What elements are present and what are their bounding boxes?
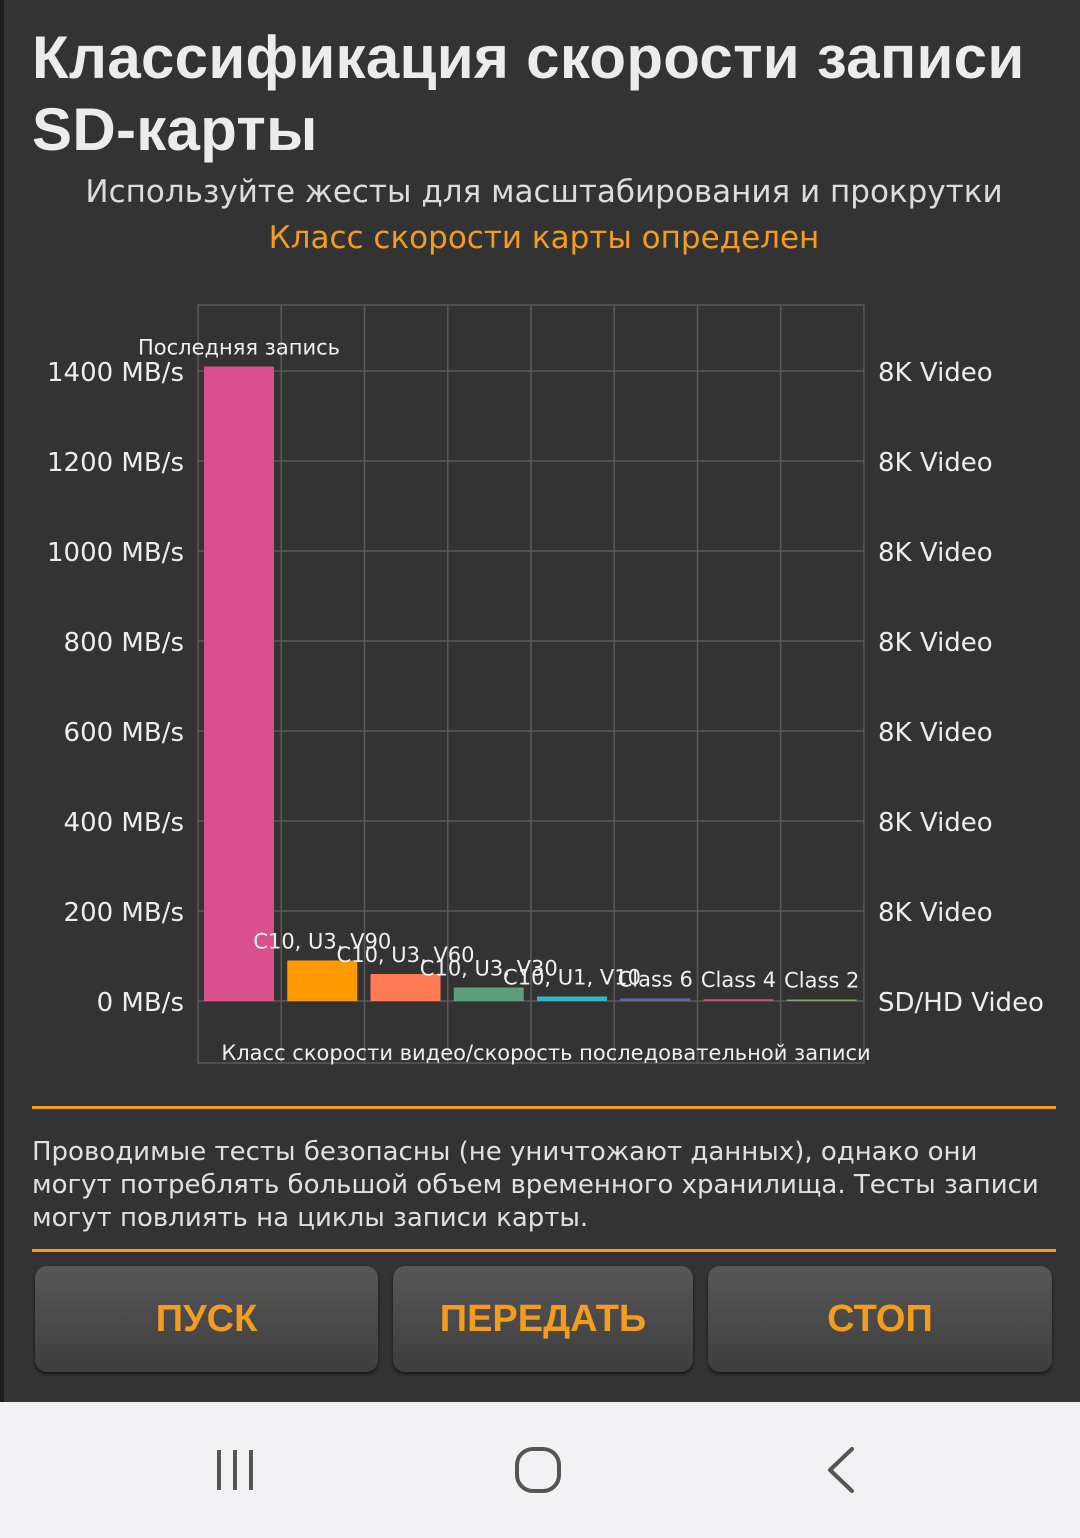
back-button[interactable] (786, 1402, 896, 1538)
home-icon (515, 1447, 561, 1493)
recent-apps-icon (217, 1450, 253, 1490)
bar (786, 999, 857, 1001)
bar-label: Class 4 (701, 968, 776, 992)
back-icon (828, 1447, 854, 1493)
right-tick-label: 8K Video (878, 898, 993, 928)
bar-label: Последняя запись (138, 336, 340, 360)
bar (204, 366, 274, 1001)
page-title: Классификация скорости записи SD-карты (32, 24, 1025, 163)
gesture-hint: Используйте жесты для масштабирования и … (85, 174, 1003, 210)
right-tick-label: 8K Video (878, 538, 993, 568)
bar (453, 987, 524, 1001)
right-tick-label: 8K Video (878, 718, 993, 748)
right-tick-label: 8K Video (878, 628, 993, 658)
home-button[interactable] (484, 1402, 594, 1538)
status-text: Класс скорости карты определен (268, 220, 820, 256)
bar (537, 996, 607, 1001)
y-tick-label: 1400 MB/s (47, 358, 184, 388)
bar (620, 998, 691, 1001)
bar-label: C10, U1, V10 (503, 966, 641, 990)
bar-label: Class 2 (784, 969, 859, 993)
y-tick-label: 1200 MB/s (47, 448, 184, 478)
system-navbar (0, 1402, 1080, 1538)
y-tick-label: 400 MB/s (64, 808, 184, 838)
y-tick-label: 0 MB/s (97, 988, 184, 1018)
speed-class-chart[interactable]: 0 MB/s SD/HD Video 200 MB/s 8K Video 400 MB/… (4, 290, 1080, 1080)
right-tick-label: 8K Video (878, 448, 993, 478)
y-tick-label: 200 MB/s (64, 898, 184, 928)
bar-label: C10, U3, V60 (337, 943, 475, 967)
bar-label: C10, U3, V90 (253, 930, 391, 954)
transfer-button[interactable]: ПЕРЕДАТЬ (393, 1266, 693, 1372)
x-axis-label: Класс скорости видео/скорость последоват… (221, 1041, 870, 1065)
start-button[interactable]: ПУСК (35, 1266, 378, 1372)
bar (370, 974, 441, 1001)
y-tick-label: 1000 MB/s (47, 538, 184, 568)
right-tick-label: 8K Video (878, 358, 993, 388)
y-tick-label: 600 MB/s (64, 718, 184, 748)
divider-top (32, 1106, 1056, 1109)
right-tick-label: SD/HD Video (878, 988, 1044, 1018)
y-tick-label: 800 MB/s (64, 628, 184, 658)
right-tick-label: 8K Video (878, 808, 993, 838)
divider-bottom (32, 1249, 1056, 1252)
bar (287, 960, 358, 1001)
bar-label: Class 6 (618, 967, 693, 991)
safety-note: Проводимые тесты безопасны (не уничтожаю… (32, 1137, 1039, 1233)
app-screen: Классификация скорости записи SD-карты И… (0, 0, 1080, 1402)
stop-button[interactable]: СТОП (708, 1266, 1052, 1372)
bar (703, 999, 774, 1001)
bar-label: C10, U3, V30 (420, 957, 558, 981)
recent-apps-button[interactable] (180, 1402, 290, 1538)
